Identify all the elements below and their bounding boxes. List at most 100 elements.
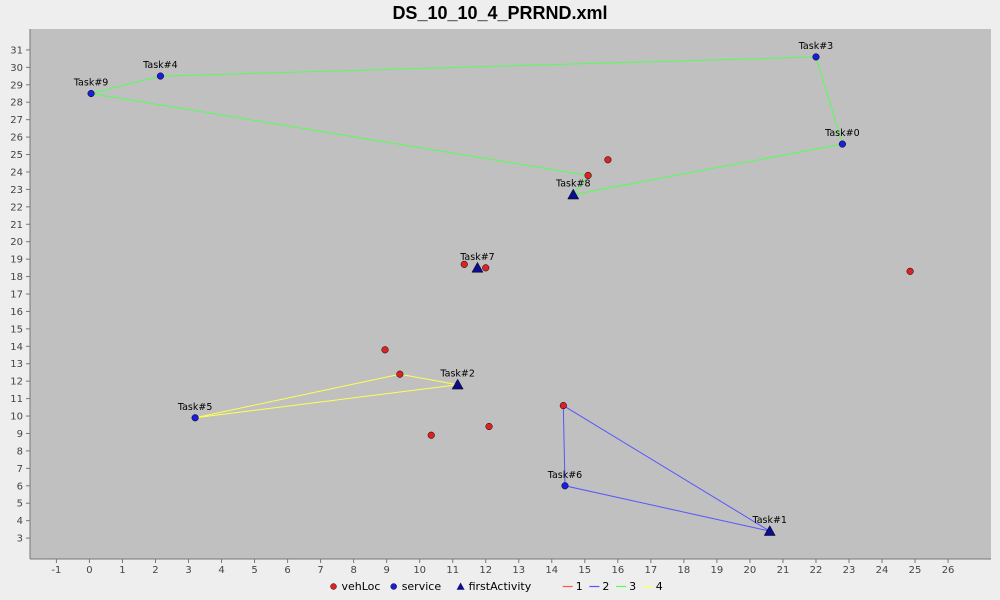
legend-symbol-firstActivity xyxy=(456,582,465,590)
route-line-2 xyxy=(562,405,770,532)
x-tick-label: 22 xyxy=(810,565,823,576)
x-tick-label: 0 xyxy=(86,565,92,576)
legend-label-4: 4 xyxy=(656,580,663,593)
y-tick-label: 24 xyxy=(10,167,23,178)
y-tick-label: 17 xyxy=(10,290,23,301)
task-label: Task#5 xyxy=(177,402,213,413)
x-tick-label: 18 xyxy=(678,565,691,576)
y-tick-label: 6 xyxy=(17,481,23,492)
firstActivity-point xyxy=(451,378,464,390)
x-tick-label: 21 xyxy=(777,565,790,576)
task-label: Task#3 xyxy=(798,41,834,52)
x-tick-label: 12 xyxy=(479,565,492,576)
service-point xyxy=(191,414,199,422)
vehLoc-point xyxy=(559,402,567,410)
x-tick-label: 16 xyxy=(611,565,624,576)
x-tick-label: 8 xyxy=(350,565,356,576)
legend-symbol-vehLoc xyxy=(330,583,337,590)
y-tick-label: 8 xyxy=(17,446,23,457)
vehLoc-point xyxy=(460,260,468,268)
service-point xyxy=(87,89,95,98)
x-tick-label: 2 xyxy=(152,565,158,576)
task-label: Task#6 xyxy=(547,470,583,481)
x-tick-label: 25 xyxy=(909,565,922,576)
y-tick-label: 28 xyxy=(10,98,23,109)
x-tick-label: 11 xyxy=(446,565,459,576)
task-label: Task#7 xyxy=(459,252,495,263)
y-tick-label: 25 xyxy=(10,150,23,161)
y-tick-label: 3 xyxy=(17,534,23,545)
firstActivity-point xyxy=(763,525,776,536)
y-tick-label: 19 xyxy=(10,255,23,266)
service-point xyxy=(561,482,569,490)
x-tick-label: 14 xyxy=(545,565,558,576)
task-label: Task#8 xyxy=(555,179,591,190)
y-tick-label: 26 xyxy=(10,133,23,144)
task-label: Task#0 xyxy=(824,128,860,139)
vehLoc-point xyxy=(906,267,914,275)
task-label: Task#1 xyxy=(751,515,787,526)
vehLoc-point xyxy=(396,370,404,378)
y-tick-label: 31 xyxy=(10,45,23,56)
x-tick-label: 13 xyxy=(512,565,525,576)
service-point xyxy=(156,72,164,80)
legend-symbol-service xyxy=(390,583,397,590)
y-tick-label: 13 xyxy=(10,359,23,370)
legend-label-2: 2 xyxy=(602,580,609,593)
chart-title: DS_10_10_4_PRRND.xml xyxy=(392,3,608,23)
legend-label-firstActivity: firstActivity xyxy=(469,580,532,593)
data-markers xyxy=(87,53,914,536)
x-tick-label: 17 xyxy=(644,565,657,576)
legend-label-3: 3 xyxy=(629,580,636,593)
firstActivity-point xyxy=(471,261,484,273)
task-label: Task#9 xyxy=(73,78,109,89)
y-tick-label: 7 xyxy=(17,464,23,475)
x-tick-label: 6 xyxy=(284,565,290,576)
x-tick-label: 23 xyxy=(843,565,856,576)
x-tick-label: 10 xyxy=(413,565,426,576)
y-tick-label: 29 xyxy=(10,80,23,91)
x-tick-label: 4 xyxy=(218,565,224,576)
y-tick-label: 4 xyxy=(17,516,23,527)
route-line-4 xyxy=(194,373,458,419)
y-tick-label: 18 xyxy=(10,272,23,283)
x-tick-label: 3 xyxy=(185,565,191,576)
vehLoc-point xyxy=(381,346,389,354)
y-axis: 3 4 5 6 7 8 9 10 11 12 13 14 15 16 17 18 19 20 21 22 23 24 25 2… xyxy=(10,29,31,559)
task-label: Task#2 xyxy=(439,369,475,380)
x-tick-label: 15 xyxy=(578,565,591,576)
x-tick-label: 5 xyxy=(251,565,257,576)
x-tick-label: -1 xyxy=(51,565,61,576)
x-tick-label: 7 xyxy=(317,565,323,576)
plot-area xyxy=(30,29,991,559)
firstActivity-point xyxy=(567,188,580,200)
y-tick-label: 21 xyxy=(10,220,23,231)
x-axis: -1 0 1 2 3 4 5 6 7 8 9 10 11 12 13 14 15 16 17 18 19 20 21 22 23… xyxy=(30,558,991,576)
y-tick-label: 9 xyxy=(17,429,23,440)
x-tick-label: 20 xyxy=(744,565,757,576)
y-tick-label: 11 xyxy=(10,394,23,405)
service-point xyxy=(838,140,846,148)
y-tick-label: 23 xyxy=(10,185,23,196)
y-tick-label: 16 xyxy=(10,307,23,318)
y-tick-label: 5 xyxy=(17,499,23,510)
y-tick-label: 22 xyxy=(10,202,23,213)
vehLoc-point xyxy=(485,422,493,431)
task-labels: Task#0 Task#3 Task#4 Task#9 Task#5 Task#6 Task… xyxy=(73,41,860,526)
x-tick-label: 24 xyxy=(876,565,889,576)
y-tick-label: 30 xyxy=(10,63,23,74)
y-tick-label: 20 xyxy=(10,237,23,248)
x-tick-label: 26 xyxy=(942,565,955,576)
task-label: Task#4 xyxy=(142,60,178,71)
vehLoc-point xyxy=(427,431,435,439)
vehLoc-point xyxy=(584,171,592,179)
vehLoc-point xyxy=(604,156,612,164)
legend-label-vehLoc: vehLoc xyxy=(342,580,381,593)
y-tick-label: 15 xyxy=(10,324,23,335)
legend: vehLoc service firstActivity 1 2 3 4 xyxy=(330,580,663,593)
service-point xyxy=(812,53,820,61)
legend-label-service: service xyxy=(402,580,442,593)
y-tick-label: 10 xyxy=(10,412,23,423)
legend-label-1: 1 xyxy=(576,580,583,593)
